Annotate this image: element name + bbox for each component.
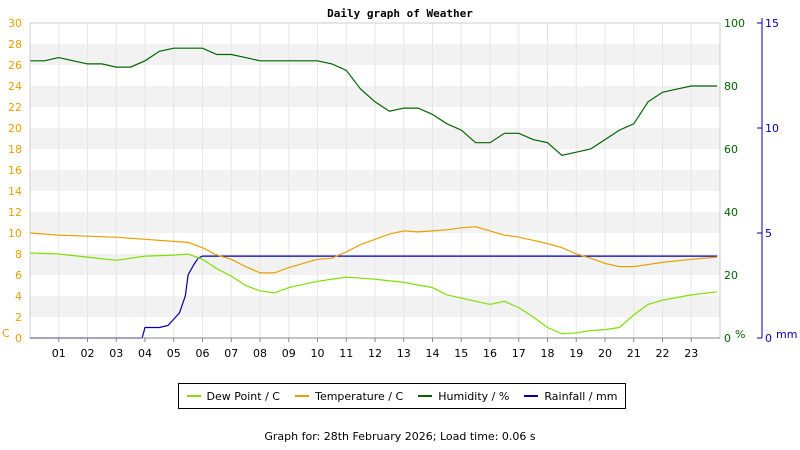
legend-item-dew-point: Dew Point / C (186, 389, 280, 403)
rain-tick-label: 5 (765, 227, 772, 240)
x-tick-label: 11 (339, 347, 353, 360)
left-tick-label: 16 (8, 164, 22, 177)
x-tick-label: 01 (52, 347, 66, 360)
legend-label-dew-point: Dew Point / C (206, 389, 280, 403)
legend-label-temperature: Temperature / C (315, 389, 404, 403)
x-tick-label: 09 (282, 347, 296, 360)
x-tick-label: 14 (426, 347, 440, 360)
humidity-tick-label: 80 (724, 80, 738, 93)
series-line-temperature (29, 226, 718, 274)
left-tick-label: 28 (8, 38, 22, 51)
humidity-tick-label: 20 (724, 269, 738, 282)
legend: Dew Point / C Temperature / C Humidity /… (178, 383, 626, 409)
x-tick-label: 22 (656, 347, 670, 360)
left-tick-label: 12 (8, 206, 22, 219)
left-tick-label: 4 (15, 290, 22, 303)
legend-swatch-rainfall (524, 395, 539, 397)
rain-tick-label: 15 (765, 17, 779, 30)
x-tick-label: 12 (368, 347, 382, 360)
x-tick-label: 19 (569, 347, 583, 360)
x-tick-label: 23 (684, 347, 698, 360)
legend-swatch-temperature (295, 395, 310, 397)
left-tick-label: 6 (15, 269, 22, 282)
left-tick-label: 10 (8, 227, 22, 240)
series-line-dew-point (29, 252, 718, 335)
x-tick-label: 06 (196, 347, 210, 360)
rain-axis-unit: mm (776, 328, 797, 341)
left-tick-label: 0 (15, 332, 22, 345)
x-tick-label: 05 (167, 347, 181, 360)
x-tick-label: 17 (512, 347, 526, 360)
left-tick-label: 30 (8, 17, 22, 30)
left-tick-label: 20 (8, 122, 22, 135)
humidity-tick-label: 60 (724, 143, 738, 156)
left-tick-label: 2 (15, 311, 22, 324)
x-tick-label: 13 (397, 347, 411, 360)
legend-swatch-dew-point (186, 395, 201, 397)
x-tick-label: 08 (253, 347, 267, 360)
left-tick-label: 8 (15, 248, 22, 261)
x-grid-lines (58, 23, 692, 338)
left-tick-label: 26 (8, 59, 22, 72)
x-tick-label: 20 (598, 347, 612, 360)
x-tick-label: 07 (224, 347, 238, 360)
left-tick-label: 18 (8, 143, 22, 156)
x-tick-label: 18 (541, 347, 555, 360)
axis-ticks: 0246810121416182022242628300204060801000… (8, 17, 779, 360)
footer-status: Graph for: 28th February 2026; Load time… (264, 430, 536, 443)
legend-item-humidity: Humidity / % (418, 390, 509, 403)
humidity-tick-label: 40 (724, 206, 738, 219)
humidity-tick-label: 0 (724, 332, 731, 345)
legend-item-temperature: Temperature / C (295, 390, 403, 403)
x-tick-label: 03 (109, 347, 123, 360)
humidity-axis-unit: % (735, 328, 745, 341)
rain-tick-label: 10 (765, 122, 779, 135)
legend-swatch-humidity (418, 395, 433, 397)
left-tick-label: 22 (8, 101, 22, 114)
legend-label-humidity: Humidity / % (438, 389, 510, 403)
x-tick-label: 10 (311, 347, 325, 360)
humidity-tick-label: 100 (724, 17, 745, 30)
x-tick-label: 21 (627, 347, 641, 360)
left-tick-label: 14 (8, 185, 22, 198)
x-tick-label: 16 (483, 347, 497, 360)
x-tick-label: 04 (138, 347, 152, 360)
legend-item-rainfall: Rainfall / mm (524, 390, 617, 403)
x-tick-label: 02 (81, 347, 95, 360)
legend-label-rainfall: Rainfall / mm (544, 389, 618, 403)
chart-title: Daily graph of Weather (327, 7, 473, 20)
left-tick-label: 24 (8, 80, 22, 93)
x-tick-label: 15 (454, 347, 468, 360)
series-line-humidity (30, 47, 718, 156)
left-axis-unit: C (2, 327, 10, 340)
rain-tick-label: 0 (765, 332, 772, 345)
